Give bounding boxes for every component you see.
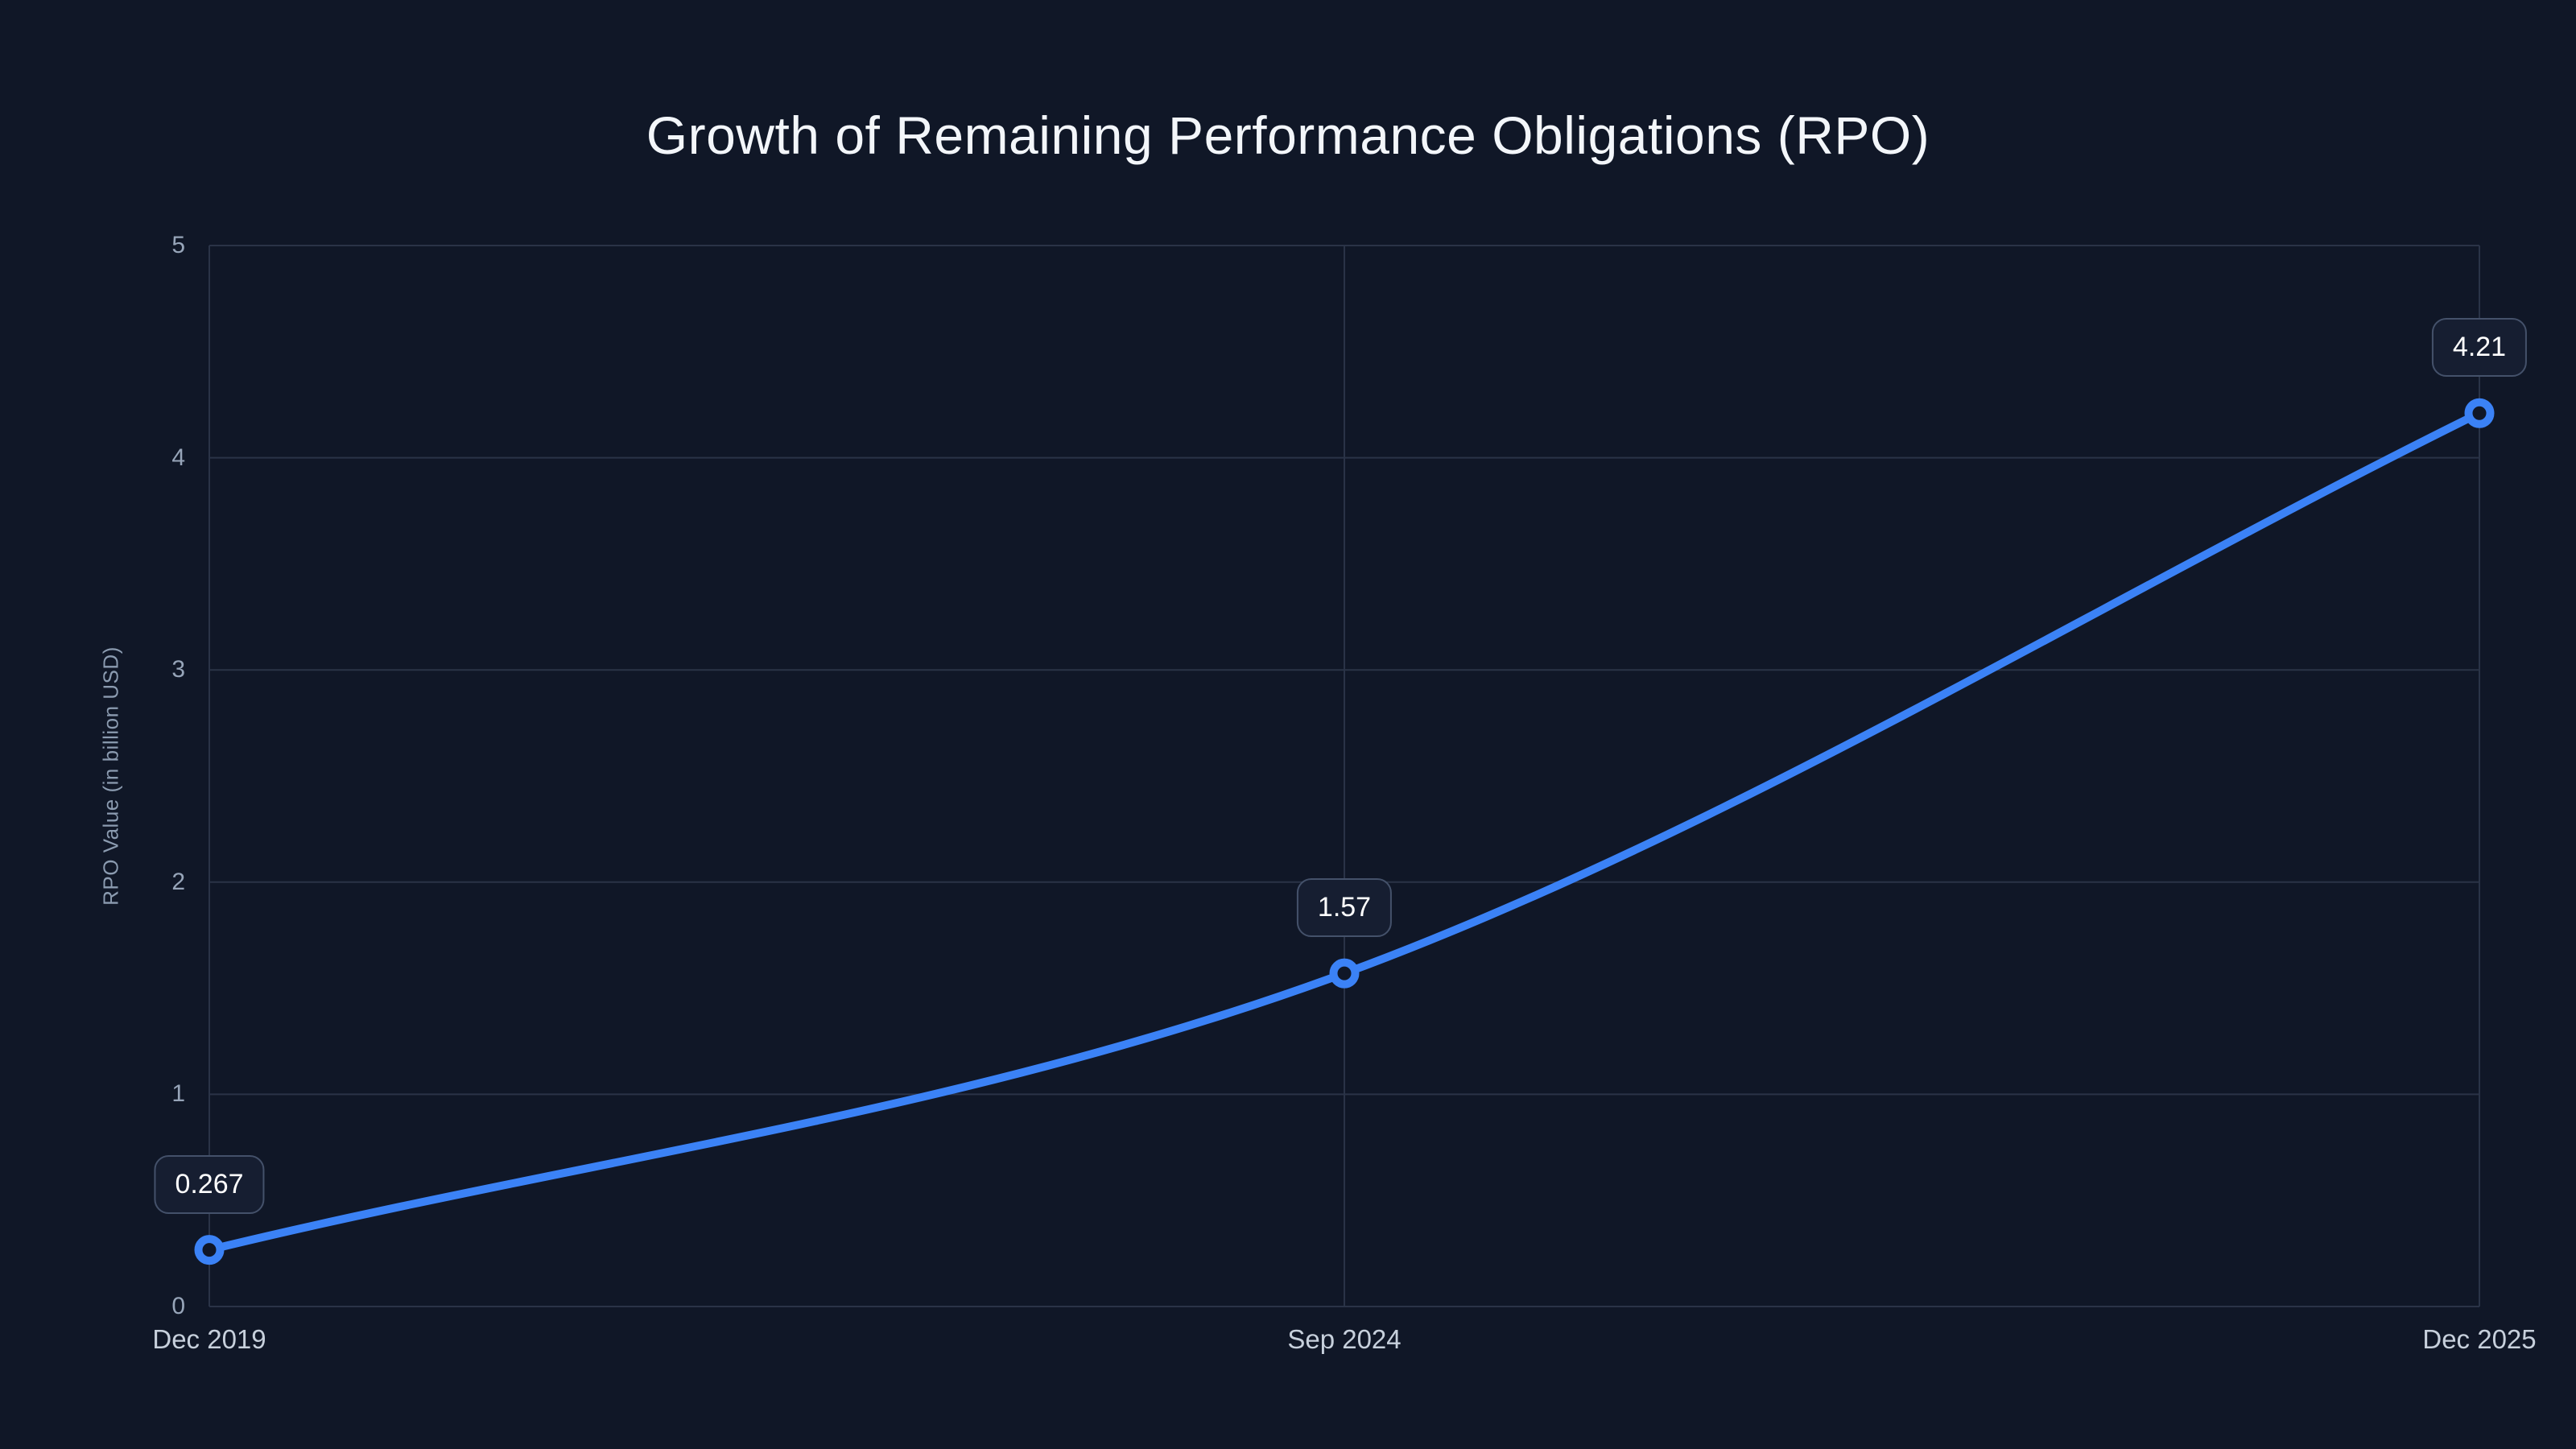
data-point-marker[interactable] (1329, 958, 1360, 989)
data-point-label: 4.21 (2431, 318, 2528, 378)
y-axis-tick-label: 2 (171, 868, 185, 895)
grid-layer (208, 245, 2480, 1307)
x-axis-tick-label: Sep 2024 (1287, 1324, 1402, 1354)
y-axis-tick-label: 0 (171, 1293, 185, 1319)
data-point-label: 1.57 (1296, 878, 1393, 938)
data-point-marker[interactable] (2464, 398, 2495, 428)
x-axis-tick-label: Dec 2019 (152, 1324, 266, 1354)
y-axis-tick-label: 4 (171, 444, 185, 471)
y-axis-tick-label: 1 (171, 1080, 185, 1108)
x-axis-tick-label: Dec 2025 (2422, 1324, 2537, 1354)
chart-title: Growth of Remaining Performance Obligati… (646, 105, 1930, 165)
data-point-marker[interactable] (194, 1235, 225, 1265)
y-axis-tick-label: 5 (171, 232, 185, 258)
y-axis-tick-label: 3 (171, 656, 185, 683)
series-layer (194, 398, 2495, 1265)
data-point-label: 0.267 (154, 1154, 265, 1214)
